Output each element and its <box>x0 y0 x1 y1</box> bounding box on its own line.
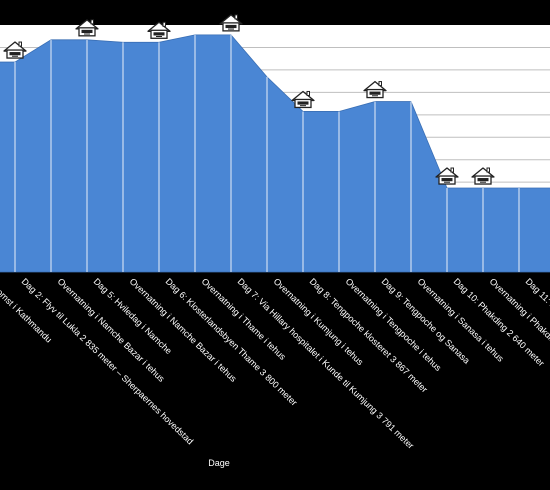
house-icon <box>147 21 171 39</box>
x-axis-title: Dage <box>208 458 230 468</box>
x-tick-label: Dag 2: Flyv til Lukla 2 835 meter – Sher… <box>20 276 196 446</box>
x-tick-label: Dag 6: Klosterlandsbyen Thame 3 800 mete… <box>164 276 300 407</box>
house-icon <box>435 167 459 185</box>
series-area <box>0 34 550 273</box>
house-icon <box>3 41 27 59</box>
category-dividers <box>14 34 520 272</box>
x-tick-label: Dag 7: Via Hillary hospitalet i Kunde ti… <box>236 276 416 451</box>
house-icon <box>75 19 99 37</box>
house-icon <box>219 14 243 32</box>
house-icon <box>471 167 495 185</box>
house-markers <box>3 14 495 185</box>
area-series <box>0 34 550 273</box>
house-icon <box>363 80 387 99</box>
house-icon <box>291 90 315 109</box>
